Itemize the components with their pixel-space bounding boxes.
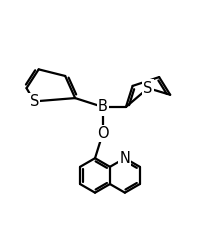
- Text: N: N: [119, 151, 130, 166]
- Text: O: O: [97, 126, 109, 141]
- Text: S: S: [30, 94, 39, 109]
- Text: B: B: [98, 100, 108, 114]
- Text: S: S: [143, 81, 153, 96]
